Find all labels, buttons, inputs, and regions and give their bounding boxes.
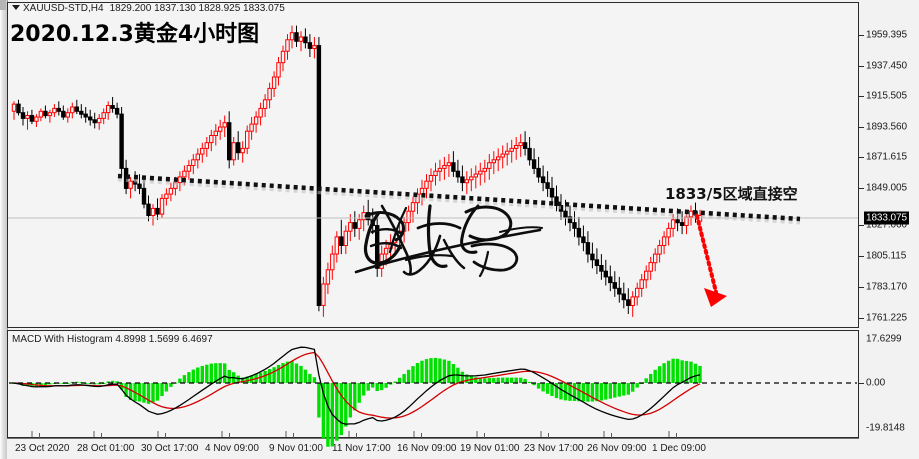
time-axis-label: 1 Dec 09:00	[652, 443, 706, 454]
macd-indicator-values: 4.8998 1.5699 6.4697	[115, 334, 213, 345]
time-tick	[421, 433, 422, 439]
price-tick	[859, 256, 864, 257]
macd-axis-scale[interactable]: 17.6299 0.00 -19.8148	[859, 330, 919, 438]
time-axis-label: 4 Nov 09:00	[205, 443, 259, 454]
scroll-thumb[interactable]	[0, 0, 6, 10]
price-tick	[859, 35, 864, 36]
time-tick	[484, 433, 485, 439]
trade-signal-annotation: 1833/5区域直接空	[665, 185, 798, 203]
time-axis-label: 11 Nov 17:00	[332, 443, 391, 454]
time-axis-label: 28 Oct 01:00	[77, 443, 135, 454]
macd-axis-label: -19.8148	[866, 422, 905, 434]
price-axis-label: 1871.615	[866, 151, 907, 163]
price-tick	[859, 96, 864, 97]
time-tick	[165, 433, 166, 439]
price-axis-label: 1915.505	[866, 90, 907, 102]
price-axis-label: 1805.115	[866, 250, 907, 262]
price-axis-label: 1849.005	[866, 182, 907, 194]
time-tick	[548, 433, 549, 439]
macd-indicator-name: MACD With Histogram	[12, 334, 113, 345]
time-axis-label: 23 Nov 17:00	[524, 443, 584, 454]
current-price-label: 1833.075	[864, 211, 909, 225]
price-axis-label: 1783.170	[866, 281, 907, 293]
time-axis-label: 16 Nov 09:00	[397, 443, 457, 454]
price-tick	[859, 66, 864, 67]
page-title: 2020.12.3黄金4小时图	[10, 22, 260, 47]
price-tick	[859, 318, 864, 319]
price-axis-label: 1893.560	[866, 121, 907, 133]
time-tick	[611, 433, 612, 439]
price-axis-scale[interactable]: 1959.395 1937.450 1915.505 1893.560 1871.615…	[859, 2, 919, 328]
time-axis-label: 26 Nov 09:00	[587, 443, 647, 454]
time-tick	[676, 433, 677, 439]
symbol-label: XAUUSD-STD,H4	[23, 3, 104, 14]
price-tick	[859, 127, 864, 128]
time-axis-label: 19 Nov 01:00	[460, 443, 520, 454]
price-axis-label: 1827.060	[866, 219, 907, 231]
price-chart-pane[interactable]	[7, 2, 859, 328]
price-tick	[859, 157, 864, 158]
macd-indicator-pane[interactable]	[7, 330, 859, 438]
macd-label: MACD With Histogram 4.8998 1.5699 6.4697	[12, 334, 213, 345]
time-axis-scale[interactable]: 23 Oct 2020 28 Oct 01:00 30 Oct 17:00 4 Nov…	[7, 433, 859, 459]
macd-axis-label: 17.6299	[866, 333, 902, 345]
time-tick	[293, 433, 294, 439]
ohlc-quotes: 1829.200 1837.130 1828.925 1833.075	[109, 3, 285, 14]
macd-axis-label: 0.00	[866, 377, 886, 389]
price-axis-label: 1959.395	[866, 29, 907, 41]
time-axis-label: 9 Nov 01:00	[269, 443, 323, 454]
time-axis-label: 23 Oct 2020	[15, 443, 70, 454]
price-tick	[859, 287, 864, 288]
price-axis-label: 1761.225	[866, 312, 907, 324]
time-tick	[39, 433, 40, 439]
price-axis-label: 1937.450	[866, 60, 907, 72]
price-tick	[859, 225, 864, 226]
macd-tick	[859, 383, 864, 384]
price-tick	[859, 188, 864, 189]
time-tick	[101, 433, 102, 439]
time-tick	[356, 433, 357, 439]
time-axis-label: 30 Oct 17:00	[141, 443, 199, 454]
time-tick	[229, 433, 230, 439]
chevron-down-icon[interactable]	[12, 5, 20, 10]
symbol-info-bar: XAUUSD-STD,H4 1829.200 1837.130 1828.925 …	[12, 3, 285, 14]
